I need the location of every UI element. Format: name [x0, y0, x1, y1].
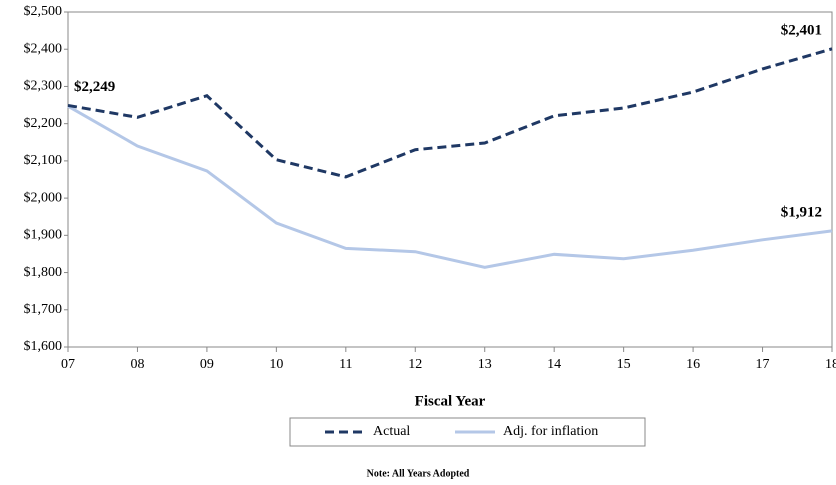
- y-tick-label: $1,800: [24, 265, 63, 280]
- x-tick-label: 14: [547, 357, 561, 372]
- legend-label: Actual: [373, 424, 410, 439]
- legend-label: Adj. for inflation: [503, 424, 598, 439]
- x-tick-label: 18: [825, 357, 836, 372]
- series-line: [67, 47, 833, 179]
- x-tick-label: 07: [61, 357, 75, 372]
- y-tick-label: $2,500: [24, 4, 63, 19]
- y-tick-label: $2,000: [24, 190, 63, 205]
- plot-frame: [67, 11, 833, 348]
- x-axis-title: Fiscal Year: [415, 393, 486, 409]
- x-tick-label: 17: [756, 357, 770, 372]
- data-label: $2,249: [74, 79, 115, 95]
- series-line: [67, 104, 833, 269]
- y-tick-label: $1,600: [24, 339, 63, 354]
- y-tick-label: $1,700: [24, 302, 63, 317]
- x-tick-label: 11: [339, 357, 352, 372]
- x-tick-label: 09: [200, 357, 214, 372]
- x-tick-label: 08: [130, 357, 144, 372]
- data-label: $2,401: [781, 22, 822, 38]
- y-tick-label: $2,300: [24, 79, 63, 94]
- y-tick-label: $2,200: [24, 116, 63, 131]
- x-tick-label: 16: [686, 357, 700, 372]
- y-tick-label: $1,900: [24, 228, 63, 243]
- x-tick-label: 10: [269, 357, 283, 372]
- y-tick-label: $2,400: [24, 41, 63, 56]
- x-tick-label: 15: [617, 357, 631, 372]
- x-tick-label: 13: [478, 357, 492, 372]
- x-tick-label: 12: [408, 357, 422, 372]
- y-tick-label: $2,100: [24, 153, 63, 168]
- note: Note: All Years Adopted: [367, 468, 470, 479]
- data-label: $1,912: [781, 204, 822, 220]
